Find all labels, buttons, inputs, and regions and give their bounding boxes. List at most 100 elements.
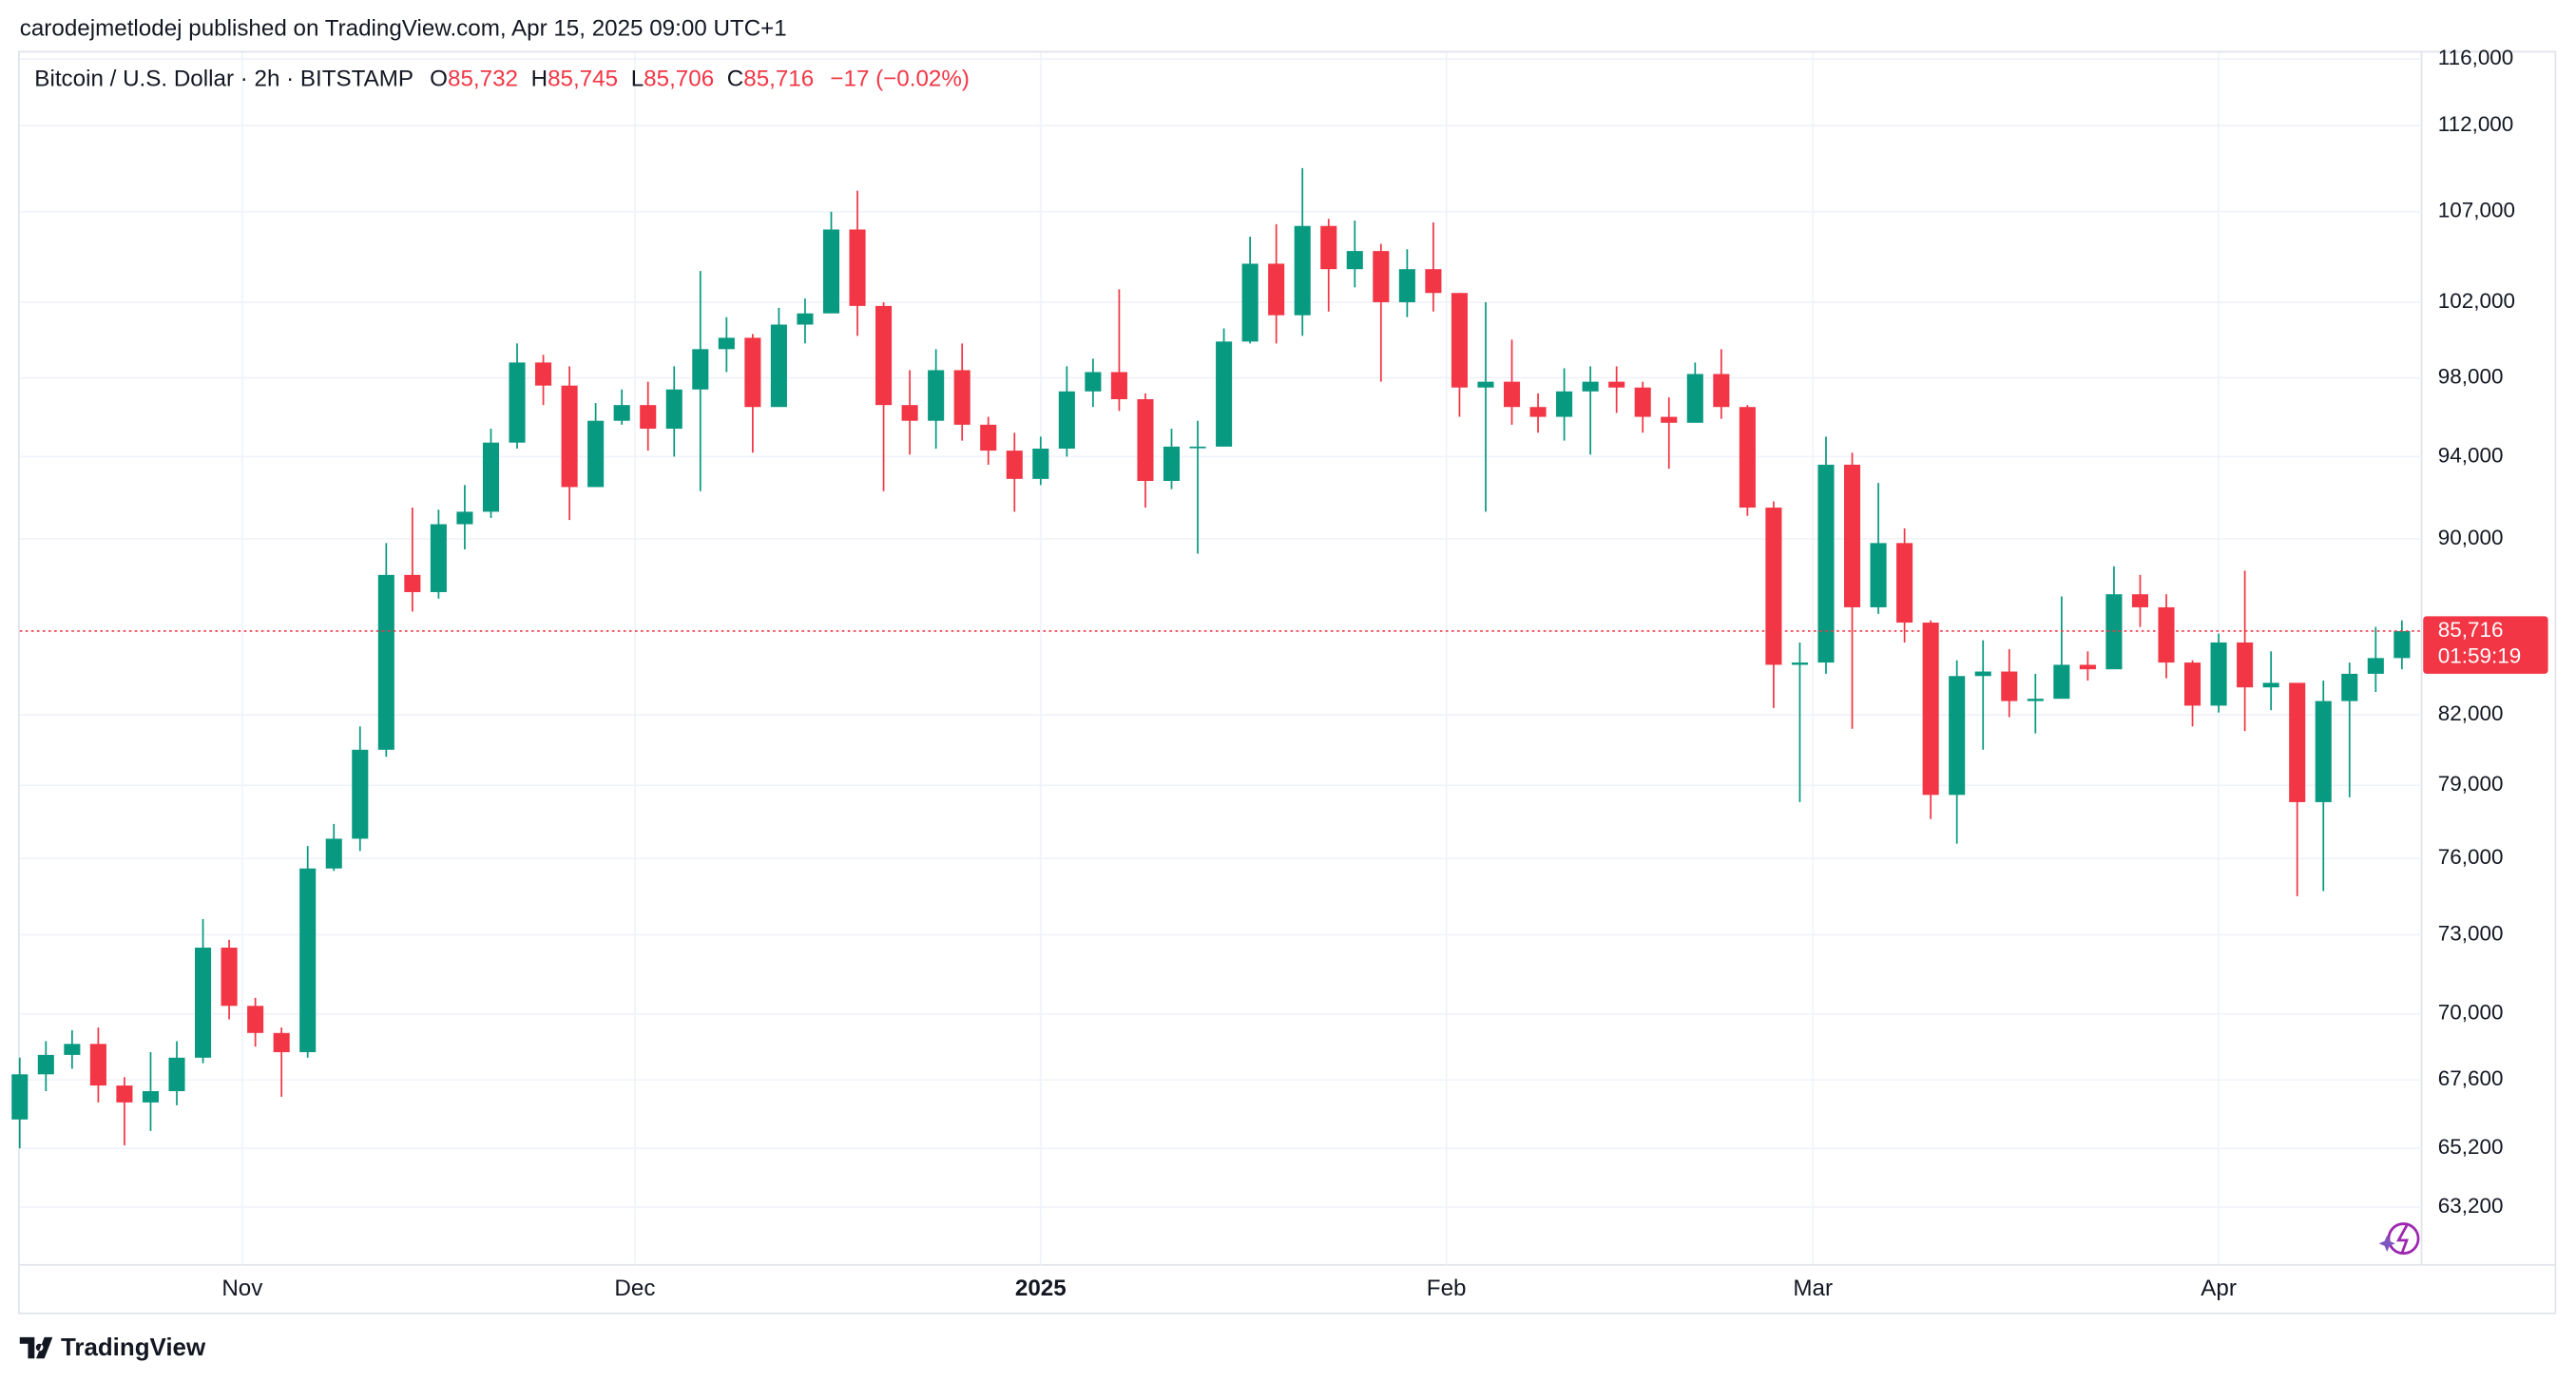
y-tick-label: 107,000 (2438, 199, 2515, 222)
candle-body (482, 442, 500, 512)
tv-logo (19, 1336, 53, 1359)
candle-body (2053, 664, 2070, 700)
candle-body (1241, 263, 1259, 342)
candle-body (875, 305, 893, 406)
candle-body (2027, 699, 2044, 701)
candle-body (1032, 448, 1049, 479)
candle-body (1922, 623, 1939, 796)
candle-body (89, 1044, 106, 1086)
candle-body (1949, 676, 1966, 796)
high-value: 85,745 (548, 67, 618, 92)
y-tick-label: 67,600 (2438, 1066, 2504, 1090)
publisher: carodejmetlodej published on TradingView… (20, 15, 787, 41)
y-tick-label: 90,000 (2438, 526, 2504, 549)
y-tick-label: 73,000 (2438, 921, 2504, 945)
close-value: 85,716 (743, 67, 814, 92)
candle-body (168, 1057, 185, 1091)
candle-body (1503, 381, 1521, 408)
candle-body (665, 389, 682, 430)
candle-body (1843, 464, 1861, 607)
candle-body (980, 424, 997, 451)
y-tick-label: 82,000 (2438, 701, 2504, 725)
candle-body (1268, 263, 1285, 316)
candle-body (247, 1006, 264, 1033)
candle-body (1398, 269, 1415, 302)
y-tick-label: 76,000 (2438, 845, 2504, 869)
y-tick-label: 98,000 (2438, 364, 2504, 388)
legend: Bitcoin / U.S. Dollar · 2h · BITSTAMP O8… (34, 67, 970, 92)
x-tick-label: 2025 (1015, 1276, 1067, 1301)
low-value: 85,706 (644, 67, 714, 92)
candle-body (928, 370, 945, 421)
candle-body (1582, 381, 1599, 392)
candle-body (1294, 225, 1311, 316)
candle-body (1870, 543, 1887, 607)
candle-body (2341, 673, 2358, 701)
countdown: 01:59:19 (2438, 644, 2521, 668)
candle-body (744, 337, 761, 408)
grid (19, 52, 2422, 1265)
candle-body (2184, 662, 2201, 706)
candle-body (299, 868, 317, 1052)
candle-body (1817, 464, 1835, 663)
low-key: L (631, 67, 644, 92)
candle-body (1529, 407, 1547, 417)
candle-body (2367, 658, 2384, 674)
candle-body (1765, 508, 1782, 665)
candle-body (1085, 372, 1102, 392)
candle-body (822, 229, 840, 314)
candle-body (1556, 391, 1573, 417)
candle-body (2262, 682, 2279, 688)
candle-body (2315, 701, 2332, 802)
candle-body (2158, 606, 2175, 663)
candle-body (1110, 372, 1127, 399)
candle-body (377, 574, 394, 750)
candle-body (2237, 642, 2254, 688)
y-tick-label: 65,200 (2438, 1135, 2504, 1159)
candle-body (1477, 381, 1494, 388)
candle-body (1739, 407, 1756, 509)
open-value: 85,732 (448, 67, 518, 92)
candle-body (1189, 446, 1206, 449)
candle-body (352, 749, 369, 839)
footer-brand: TradingView (61, 1334, 206, 1361)
candle-body (1686, 374, 1703, 423)
candle-body (273, 1032, 290, 1052)
x-tick-label: Feb (1427, 1276, 1467, 1301)
candles (11, 167, 2411, 1149)
candle-body (430, 524, 447, 592)
candle-body (325, 838, 342, 869)
candle-body (1608, 381, 1625, 388)
candle-body (535, 362, 552, 386)
candle-body (901, 405, 918, 421)
candle-body (587, 420, 605, 488)
candle-body (561, 385, 578, 488)
x-tick-label: Apr (2201, 1276, 2237, 1301)
candle-body (1346, 251, 1363, 270)
candle-body (64, 1044, 81, 1055)
candle-body (770, 324, 787, 408)
candle-body (613, 405, 630, 421)
candle-body (1006, 451, 1023, 479)
candle-body (2001, 671, 2018, 701)
y-tick-label: 94,000 (2438, 443, 2504, 467)
y-tick-label: 70,000 (2438, 1001, 2504, 1025)
candle-body (1451, 293, 1468, 388)
y-tick-label: 79,000 (2438, 772, 2504, 796)
close-key: C (727, 67, 743, 92)
y-tick-label: 102,000 (2438, 289, 2515, 313)
candle-body (797, 313, 814, 325)
open-key: O (430, 67, 448, 92)
candle-body (718, 337, 735, 350)
high-key: H (531, 67, 548, 92)
candle-body (2393, 630, 2411, 659)
candle-body (195, 948, 212, 1058)
overlay: 116,000 112,000 107,000 102,000 98,000 94,000… (19, 46, 2548, 1301)
candle-body (1634, 387, 1651, 417)
change: −17 (−0.02%) (830, 67, 970, 92)
candle-body (1058, 391, 1075, 449)
candle-body (37, 1054, 54, 1075)
candle-body (953, 370, 971, 425)
